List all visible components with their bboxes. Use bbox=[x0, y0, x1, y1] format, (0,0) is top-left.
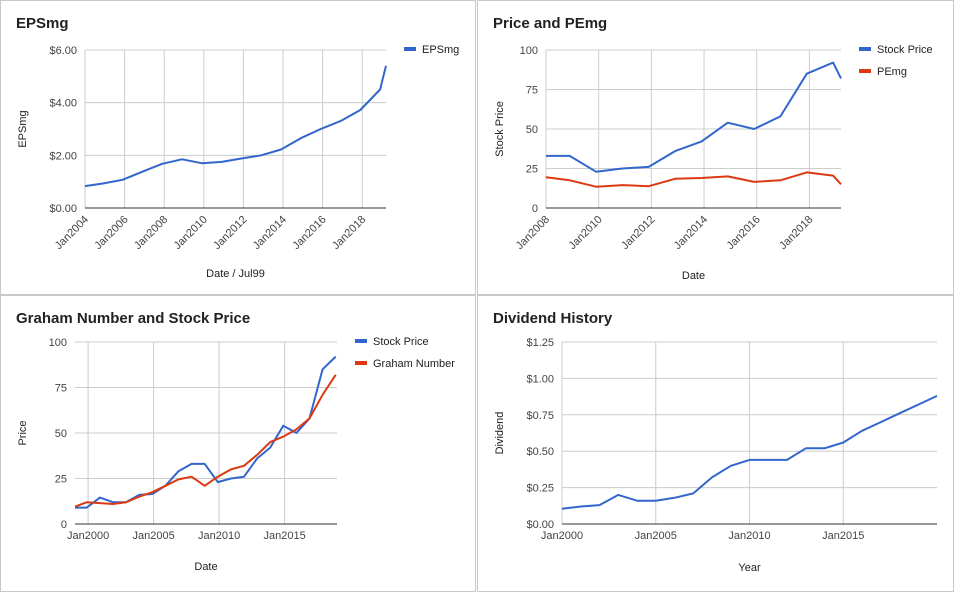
x-tick-label: Jan2016 bbox=[724, 214, 762, 252]
series-line-graham-number bbox=[74, 374, 337, 508]
legend-swatch bbox=[859, 47, 871, 51]
y-tick-label: 0 bbox=[532, 203, 538, 215]
graham-chart-title: Graham Number and Stock Price bbox=[16, 310, 251, 327]
y-tick-label: 50 bbox=[55, 428, 67, 440]
x-tick-label: Jan2012 bbox=[619, 214, 657, 252]
eps-panel: $0.00 $2.00 $4.00 $6.00 Jan2004 Jan2006 Jan200… bbox=[0, 0, 476, 295]
y-tick-label: $1.25 bbox=[526, 337, 554, 349]
series-line-0 bbox=[561, 394, 938, 510]
graham-chart: 0 25 50 75 100 Jan2000 Jan2005 Jan2010 Jan2015 Pr… bbox=[17, 336, 455, 573]
legend-swatch bbox=[859, 69, 871, 73]
y-axis-title: EPSmg bbox=[17, 110, 29, 147]
x-tick-label: Jan2000 bbox=[67, 530, 109, 542]
pe-chart: 0 25 50 75 100 Jan2008 Jan2010 Jan2012 Jan2014 Ja… bbox=[494, 44, 933, 282]
y-tick-label: 100 bbox=[520, 45, 538, 57]
y-tick-label: 25 bbox=[55, 474, 67, 486]
x-tick-label: Jan2008 bbox=[132, 214, 170, 252]
y-axis-title: Stock Price bbox=[494, 101, 506, 157]
x-tick-label: Jan2008 bbox=[514, 214, 552, 252]
y-tick-label: 75 bbox=[55, 383, 67, 395]
graham-panel: 0 25 50 75 100 Jan2000 Jan2005 Jan2010 Jan2015 Pr… bbox=[0, 295, 476, 592]
y-tick-label: $0.00 bbox=[526, 519, 554, 531]
y-tick-label: $0.00 bbox=[49, 203, 77, 215]
x-tick-label: Jan2015 bbox=[263, 530, 305, 542]
pe-panel: 0 25 50 75 100 Jan2008 Jan2010 Jan2012 Jan2014 Ja… bbox=[477, 0, 954, 295]
x-tick-label: Jan2005 bbox=[132, 530, 174, 542]
legend-label: Graham Number bbox=[373, 358, 455, 370]
y-tick-label: 25 bbox=[526, 164, 538, 176]
x-tick-label: Jan2010 bbox=[172, 214, 210, 252]
legend-swatch bbox=[355, 361, 367, 365]
x-tick-label: Jan2010 bbox=[566, 214, 604, 252]
x-tick-label: Jan2004 bbox=[53, 214, 91, 252]
legend-label: Stock Price bbox=[877, 44, 933, 56]
y-tick-label: $4.00 bbox=[49, 98, 77, 110]
x-axis-title: Date / Jul99 bbox=[206, 268, 265, 280]
y-axis-title: Price bbox=[17, 420, 29, 445]
x-tick-label: Jan2016 bbox=[290, 214, 328, 252]
y-tick-label: $2.00 bbox=[49, 150, 77, 162]
y-tick-label: 50 bbox=[526, 124, 538, 136]
x-tick-label: Jan2014 bbox=[251, 214, 289, 252]
x-axis-title: Date bbox=[682, 270, 705, 282]
legend-swatch bbox=[404, 47, 416, 51]
div-chart: $0.00 $0.25 $0.50 $0.75 $1.00 $1.25 Jan2000 Jan… bbox=[494, 337, 938, 574]
y-axis-title: Dividend bbox=[494, 412, 506, 455]
x-axis-title: Year bbox=[738, 562, 761, 574]
x-tick-label: Jan2015 bbox=[822, 530, 864, 542]
eps-chart-title: EPSmg bbox=[16, 15, 69, 32]
y-tick-label: $0.75 bbox=[526, 410, 554, 422]
y-tick-label: 0 bbox=[61, 519, 67, 531]
eps-chart: $0.00 $2.00 $4.00 $6.00 Jan2004 Jan2006 Jan200… bbox=[17, 44, 459, 280]
y-tick-label: $6.00 bbox=[49, 45, 77, 57]
x-tick-label: Jan2018 bbox=[330, 214, 368, 252]
x-tick-label: Jan2010 bbox=[728, 530, 770, 542]
y-tick-label: 100 bbox=[49, 337, 67, 349]
div-panel: $0.00 $0.25 $0.50 $0.75 $1.00 $1.25 Jan2000 Jan… bbox=[477, 295, 954, 592]
series-line-epsmg bbox=[84, 65, 387, 188]
x-tick-label: Jan2018 bbox=[777, 214, 815, 252]
y-tick-label: $0.50 bbox=[526, 446, 554, 458]
x-tick-label: Jan2012 bbox=[211, 214, 249, 252]
legend-swatch bbox=[355, 339, 367, 343]
series-line-pemg bbox=[545, 171, 842, 188]
series-line-stock-price bbox=[75, 355, 337, 509]
legend-label: EPSmg bbox=[422, 44, 459, 56]
legend-label: PEmg bbox=[877, 66, 907, 78]
legend-label: Stock Price bbox=[373, 336, 429, 348]
series-line-stock-price bbox=[546, 61, 842, 173]
x-tick-label: Jan2006 bbox=[92, 214, 130, 252]
pe-chart-title: Price and PEmg bbox=[493, 15, 608, 32]
x-tick-label: Jan2014 bbox=[672, 214, 710, 252]
x-tick-label: Jan2000 bbox=[541, 530, 583, 542]
y-tick-label: $0.25 bbox=[526, 483, 554, 495]
x-tick-label: Jan2005 bbox=[635, 530, 677, 542]
x-axis-title: Date bbox=[194, 561, 217, 573]
y-tick-label: $1.00 bbox=[526, 373, 554, 385]
div-chart-title: Dividend History bbox=[493, 310, 613, 327]
y-tick-label: 75 bbox=[526, 85, 538, 97]
x-tick-label: Jan2010 bbox=[198, 530, 240, 542]
